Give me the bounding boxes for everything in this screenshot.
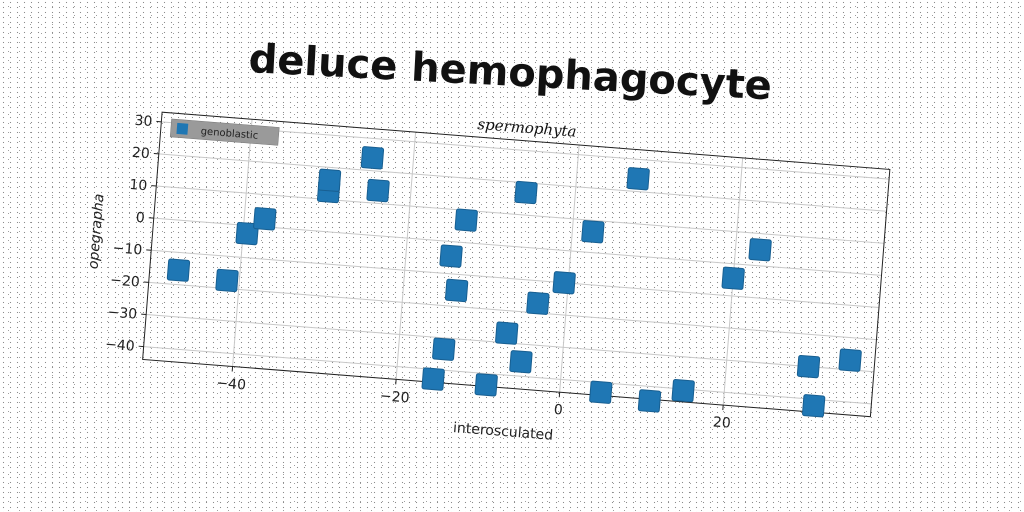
data-point xyxy=(421,367,445,391)
data-point xyxy=(796,354,821,379)
y-gridline xyxy=(161,121,890,180)
plot-frame xyxy=(142,111,891,418)
y-tick-label: −40 xyxy=(105,337,136,355)
y-tick-label: 30 xyxy=(134,113,153,130)
axis-ticks: −40 −20 0 20 30 20 10 0 −10 −20 −30 −40 xyxy=(105,113,732,432)
data-point xyxy=(838,348,862,372)
x-tick-label: −20 xyxy=(379,388,410,406)
data-point xyxy=(454,208,478,232)
y-gridline xyxy=(156,185,885,244)
y-tick-label: −30 xyxy=(107,304,138,322)
data-point xyxy=(589,380,613,404)
data-point xyxy=(474,373,498,397)
data-point xyxy=(552,271,576,295)
x-axis-label: interosculated xyxy=(452,420,553,444)
legend-box xyxy=(169,118,280,146)
legend-swatch xyxy=(176,122,189,135)
chart-title: spermophyta xyxy=(477,115,577,141)
data-point xyxy=(671,379,695,403)
y-tick-label: 0 xyxy=(135,210,145,227)
data-point xyxy=(526,291,550,315)
data-point xyxy=(432,337,456,361)
y-tick-label: −10 xyxy=(112,240,143,258)
data-point xyxy=(360,146,385,170)
data-point xyxy=(514,180,538,205)
data-point xyxy=(495,321,519,345)
y-tick-label: 10 xyxy=(129,177,148,194)
y-tick-label: −20 xyxy=(110,272,141,290)
data-point xyxy=(637,389,662,413)
data-point xyxy=(748,238,772,262)
x-tick-label: 0 xyxy=(553,402,563,419)
data-point xyxy=(317,168,342,192)
legend: genoblastic xyxy=(169,118,280,146)
data-point xyxy=(166,258,191,282)
data-point xyxy=(802,394,826,418)
x-tick-label: −40 xyxy=(216,375,247,393)
data-point xyxy=(626,167,650,191)
data-point xyxy=(215,268,239,293)
y-axis-label: opegrapha xyxy=(86,193,108,270)
y-tick-label: 20 xyxy=(131,145,150,162)
data-point xyxy=(721,266,745,290)
data-point xyxy=(366,178,390,203)
y-gridline xyxy=(148,281,877,341)
data-point xyxy=(509,350,533,374)
x-tick-label: 20 xyxy=(712,414,731,431)
legend-label: genoblastic xyxy=(200,126,258,141)
data-points xyxy=(166,146,862,418)
data-point xyxy=(439,244,463,268)
y-gridline xyxy=(151,249,880,309)
chart-area: −40 −20 0 20 30 20 10 0 −10 −20 −30 −40 spermophyta… xyxy=(86,111,891,444)
data-point xyxy=(235,221,259,246)
y-gridline xyxy=(143,346,872,405)
data-point xyxy=(581,220,605,244)
x-gridline xyxy=(395,132,417,380)
data-point xyxy=(444,278,469,303)
x-gridline xyxy=(559,144,580,393)
data-point xyxy=(253,207,277,231)
